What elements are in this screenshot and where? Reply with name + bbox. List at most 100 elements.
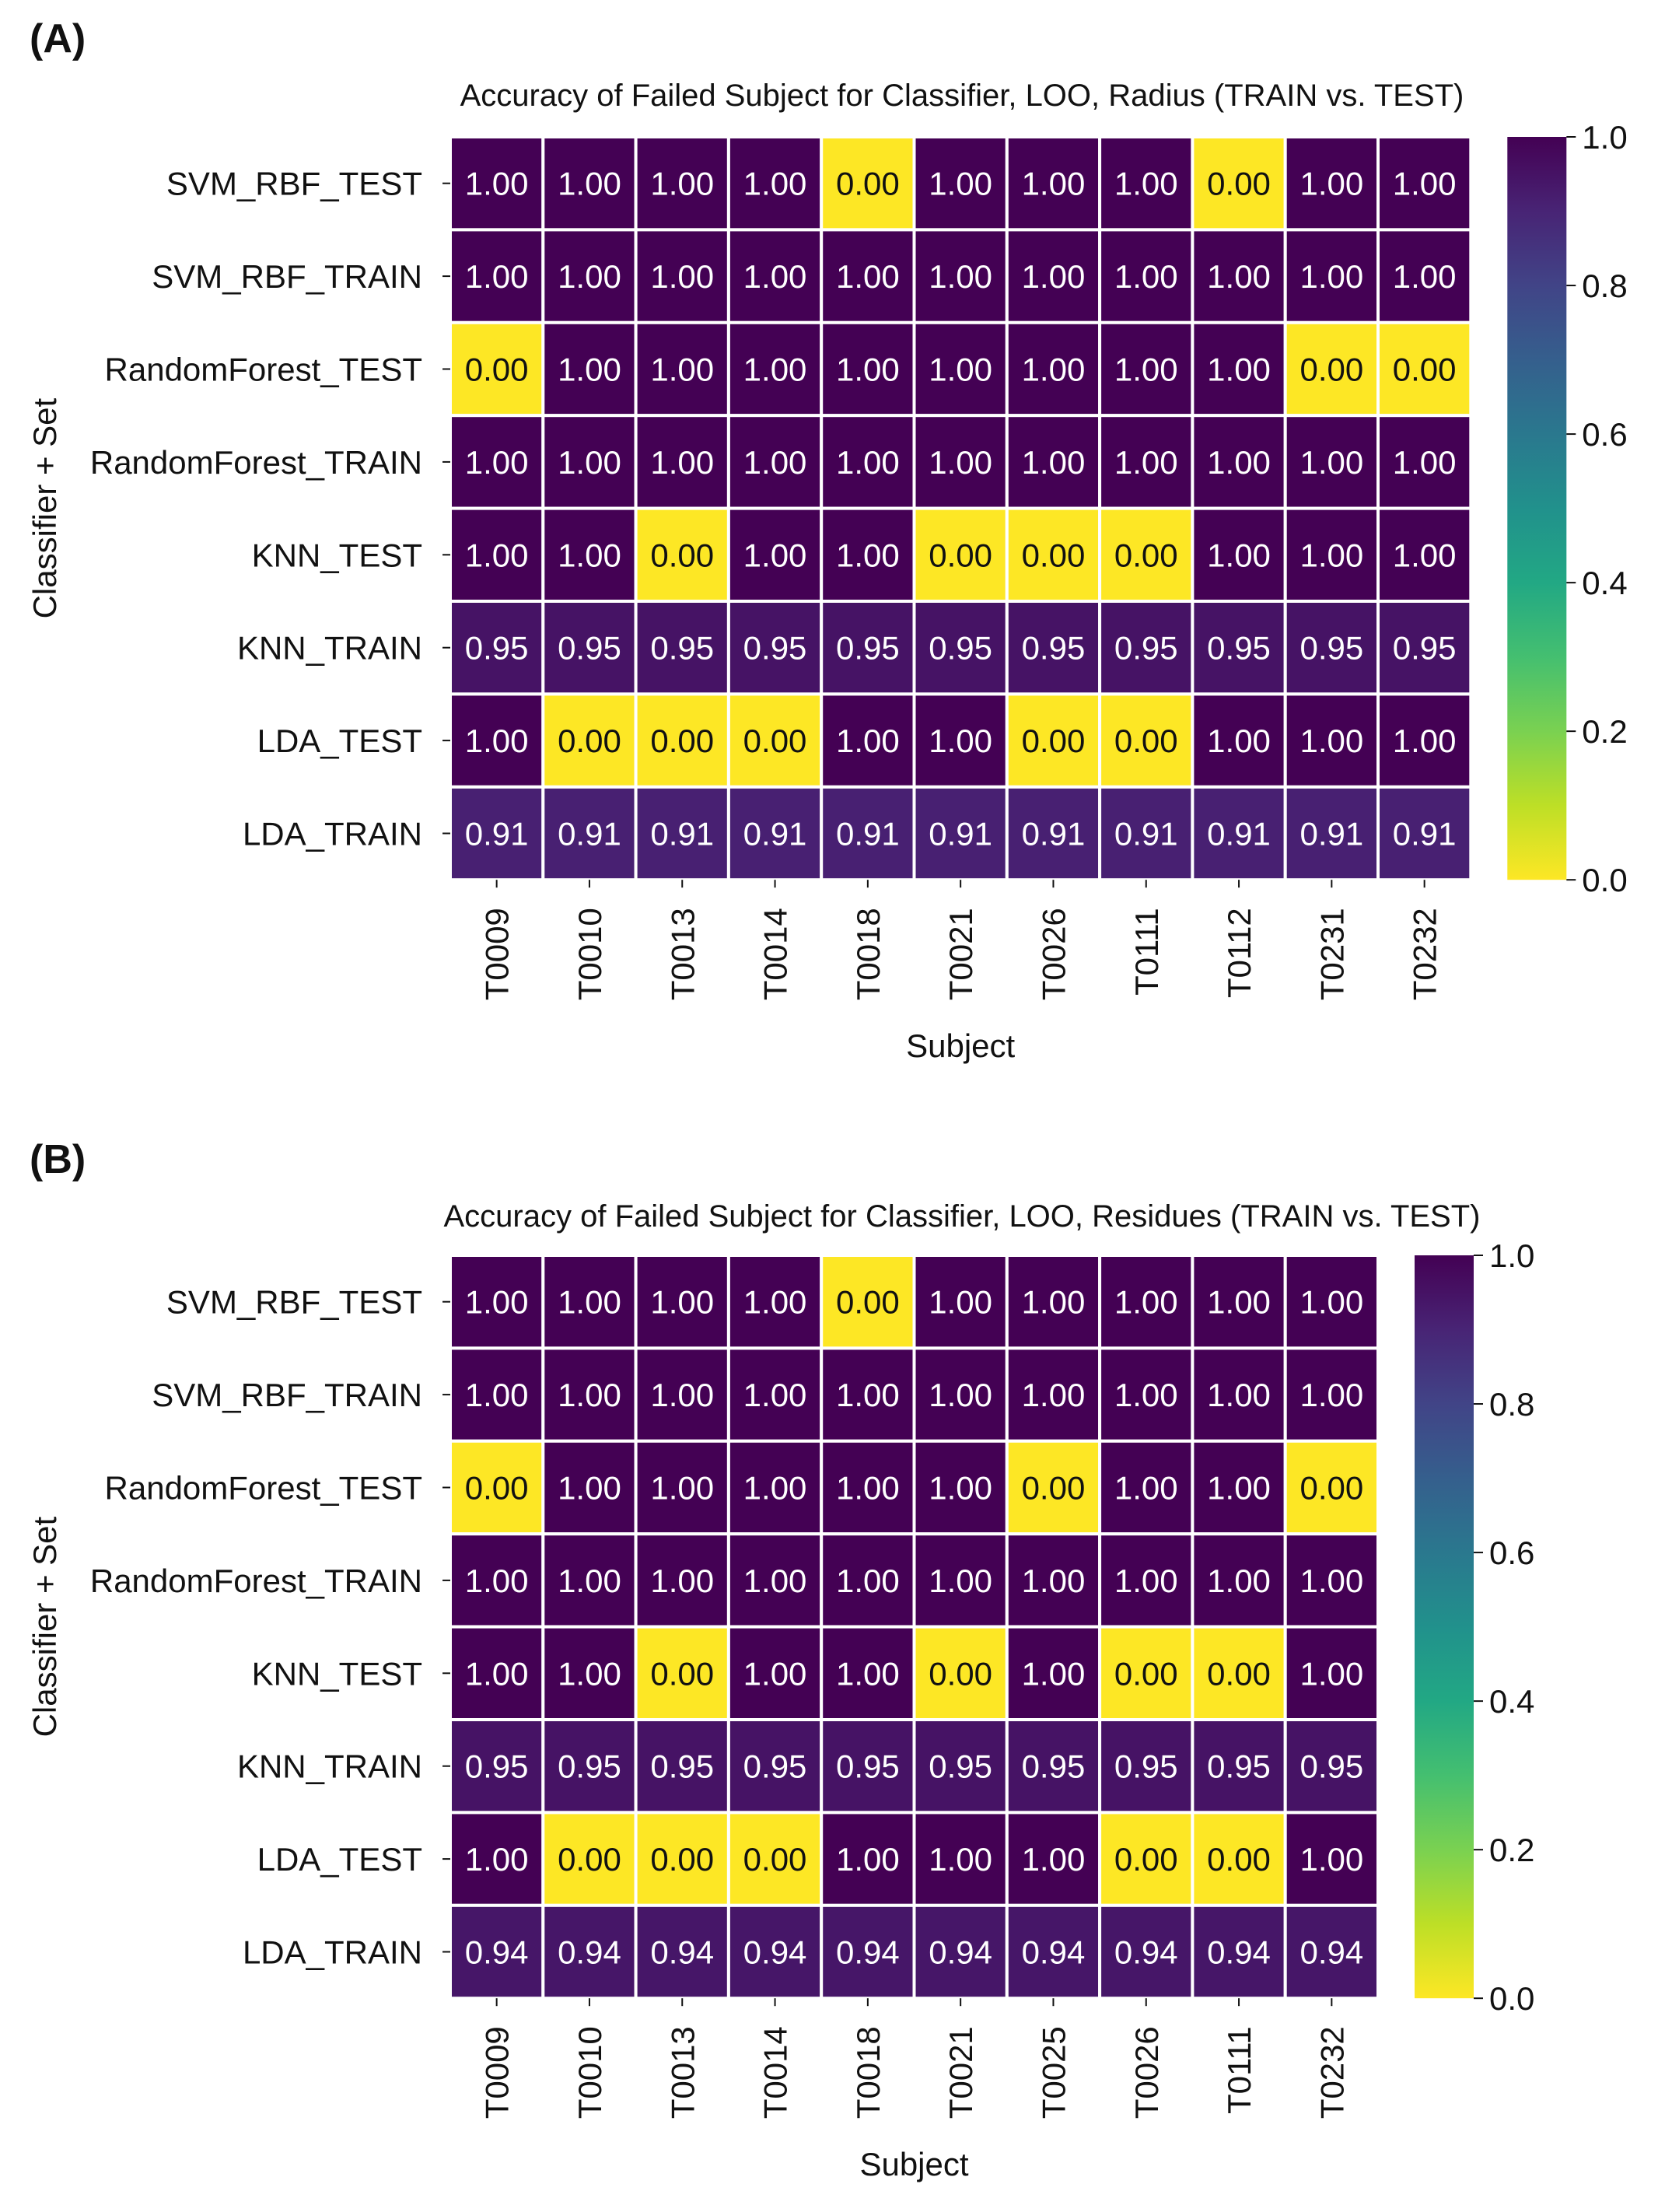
y-tick-label: RandomForest_TRAIN — [90, 444, 422, 481]
panel-b: (B) Accuracy of Failed Subject for Classi… — [26, 1137, 1534, 2182]
heatmap-cell — [634, 506, 730, 603]
cell-value-label: 1.00 — [1022, 1563, 1086, 1599]
heatmap-cell — [912, 1439, 1009, 1536]
cell-value-label: 1.00 — [929, 1377, 992, 1413]
heatmap-cell — [726, 1254, 824, 1350]
heatmap-cell — [912, 135, 1009, 232]
cell-value-label: 1.00 — [1393, 258, 1457, 295]
cell-value-label: 1.00 — [650, 352, 714, 388]
x-tick-label: T0014 — [757, 908, 794, 1000]
x-tick-label: T0018 — [850, 2026, 887, 2119]
cell-value-label: 0.00 — [1022, 537, 1086, 573]
cell-value-label: 1.00 — [650, 1284, 714, 1321]
cell-value-label: 1.00 — [1022, 1377, 1086, 1413]
cell-value-label: 1.00 — [929, 258, 992, 295]
heatmap-cell — [1005, 506, 1102, 603]
cell-value-label: 0.95 — [1207, 630, 1271, 667]
heatmap-cell — [1005, 1532, 1102, 1629]
x-tick-label: T0025 — [1035, 2026, 1072, 2119]
cell-value-label: 0.00 — [650, 723, 714, 759]
cell-value-label: 0.00 — [1114, 723, 1178, 759]
cell-value-label: 1.00 — [743, 1284, 807, 1321]
heatmap-cell — [1283, 1254, 1380, 1350]
cell-value-label: 1.00 — [558, 352, 621, 388]
cell-value-label: 0.94 — [743, 1934, 807, 1971]
cell-value-label: 1.00 — [650, 1470, 714, 1507]
y-tick-label: KNN_TEST — [252, 537, 422, 573]
x-tick-label: T0013 — [664, 2026, 701, 2119]
cell-value-label: 1.00 — [1207, 444, 1271, 481]
y-tick-label: RandomForest_TEST — [105, 352, 422, 388]
cell-value-label: 1.00 — [465, 1284, 529, 1321]
cell-value-label: 1.00 — [465, 444, 529, 481]
cell-value-label: 1.00 — [743, 1655, 807, 1692]
heatmap-cell — [449, 228, 545, 324]
colorbar-tick-label: 0.4 — [1582, 565, 1627, 601]
colorbar-tick-label: 1.0 — [1489, 1237, 1534, 1274]
heatmap-cell — [1191, 600, 1287, 696]
cell-value-label: 1.00 — [558, 537, 621, 573]
cell-value-label: 1.00 — [1022, 258, 1086, 295]
cell-value-label: 1.00 — [1207, 1563, 1271, 1599]
heatmap-cell — [541, 1718, 638, 1815]
cell-value-label: 0.91 — [650, 816, 714, 852]
x-tick-label: T0026 — [1128, 2026, 1165, 2119]
cell-value-label: 0.95 — [558, 630, 621, 667]
y-tick-label: KNN_TEST — [252, 1655, 422, 1692]
cell-value-label: 0.95 — [1299, 1748, 1363, 1785]
cell-value-label: 1.00 — [836, 1470, 900, 1507]
cell-value-label: 1.00 — [1393, 537, 1457, 573]
cell-value-label: 1.00 — [650, 1377, 714, 1413]
heatmap-cell — [1376, 785, 1473, 882]
cell-value-label: 1.00 — [1299, 723, 1363, 759]
heatmap-cell — [1098, 1254, 1195, 1350]
heatmap-cell — [726, 1439, 824, 1536]
cell-value-label: 1.00 — [1022, 1284, 1086, 1321]
x-tick-label: T0112 — [1221, 908, 1257, 998]
heatmap-cell — [1283, 135, 1380, 232]
heatmap-cell — [726, 1532, 824, 1629]
cell-value-label: 0.95 — [1393, 630, 1457, 667]
heatmap-cell — [726, 1903, 824, 2000]
heatmap-cell — [1283, 692, 1380, 789]
cell-value-label: 0.95 — [1114, 630, 1178, 667]
cell-value-label: 0.00 — [465, 1470, 529, 1507]
cell-value-label: 1.00 — [1114, 1377, 1178, 1413]
cell-value-label: 0.91 — [1022, 816, 1086, 852]
cell-value-label: 0.94 — [1207, 1934, 1271, 1971]
heatmap-cell — [634, 692, 730, 789]
heatmap-cell — [1098, 228, 1195, 324]
heatmap-cell — [1005, 1254, 1102, 1350]
cell-value-label: 1.00 — [743, 444, 807, 481]
colorbar-tick-label: 0.8 — [1489, 1386, 1534, 1423]
cell-value-label: 1.00 — [558, 444, 621, 481]
heatmap-cell — [912, 1532, 1009, 1629]
cell-value-label: 0.00 — [650, 1841, 714, 1878]
cell-value-label: 0.00 — [465, 352, 529, 388]
heatmap-cell — [1191, 1718, 1287, 1815]
cell-value-label: 0.00 — [1114, 1655, 1178, 1692]
heatmap-cell — [726, 506, 824, 603]
colorbar-tick-label: 1.0 — [1582, 119, 1627, 156]
cell-value-label: 1.00 — [1299, 1655, 1363, 1692]
y-tick-label: LDA_TRAIN — [243, 816, 422, 852]
cell-value-label: 1.00 — [929, 1470, 992, 1507]
cell-value-label: 1.00 — [1022, 1841, 1086, 1878]
cell-value-label: 1.00 — [650, 258, 714, 295]
heatmap-cell — [449, 1903, 545, 2000]
cell-value-label: 1.00 — [558, 1284, 621, 1321]
cell-value-label: 1.00 — [1207, 723, 1271, 759]
heatmap-cell — [449, 1254, 545, 1350]
cell-value-label: 1.00 — [836, 444, 900, 481]
heatmap-cell — [1283, 1718, 1380, 1815]
y-tick-label: RandomForest_TEST — [105, 1470, 422, 1507]
cell-value-label: 1.00 — [1299, 1563, 1363, 1599]
cell-value-label: 0.91 — [465, 816, 529, 852]
cell-value-label: 0.95 — [836, 1748, 900, 1785]
cell-value-label: 0.00 — [836, 166, 900, 202]
cell-value-label: 1.00 — [558, 1563, 621, 1599]
cell-value-label: 1.00 — [929, 444, 992, 481]
heatmap-cell — [1283, 228, 1380, 324]
cell-value-label: 0.95 — [650, 1748, 714, 1785]
heatmap-cell — [1191, 1625, 1287, 1722]
